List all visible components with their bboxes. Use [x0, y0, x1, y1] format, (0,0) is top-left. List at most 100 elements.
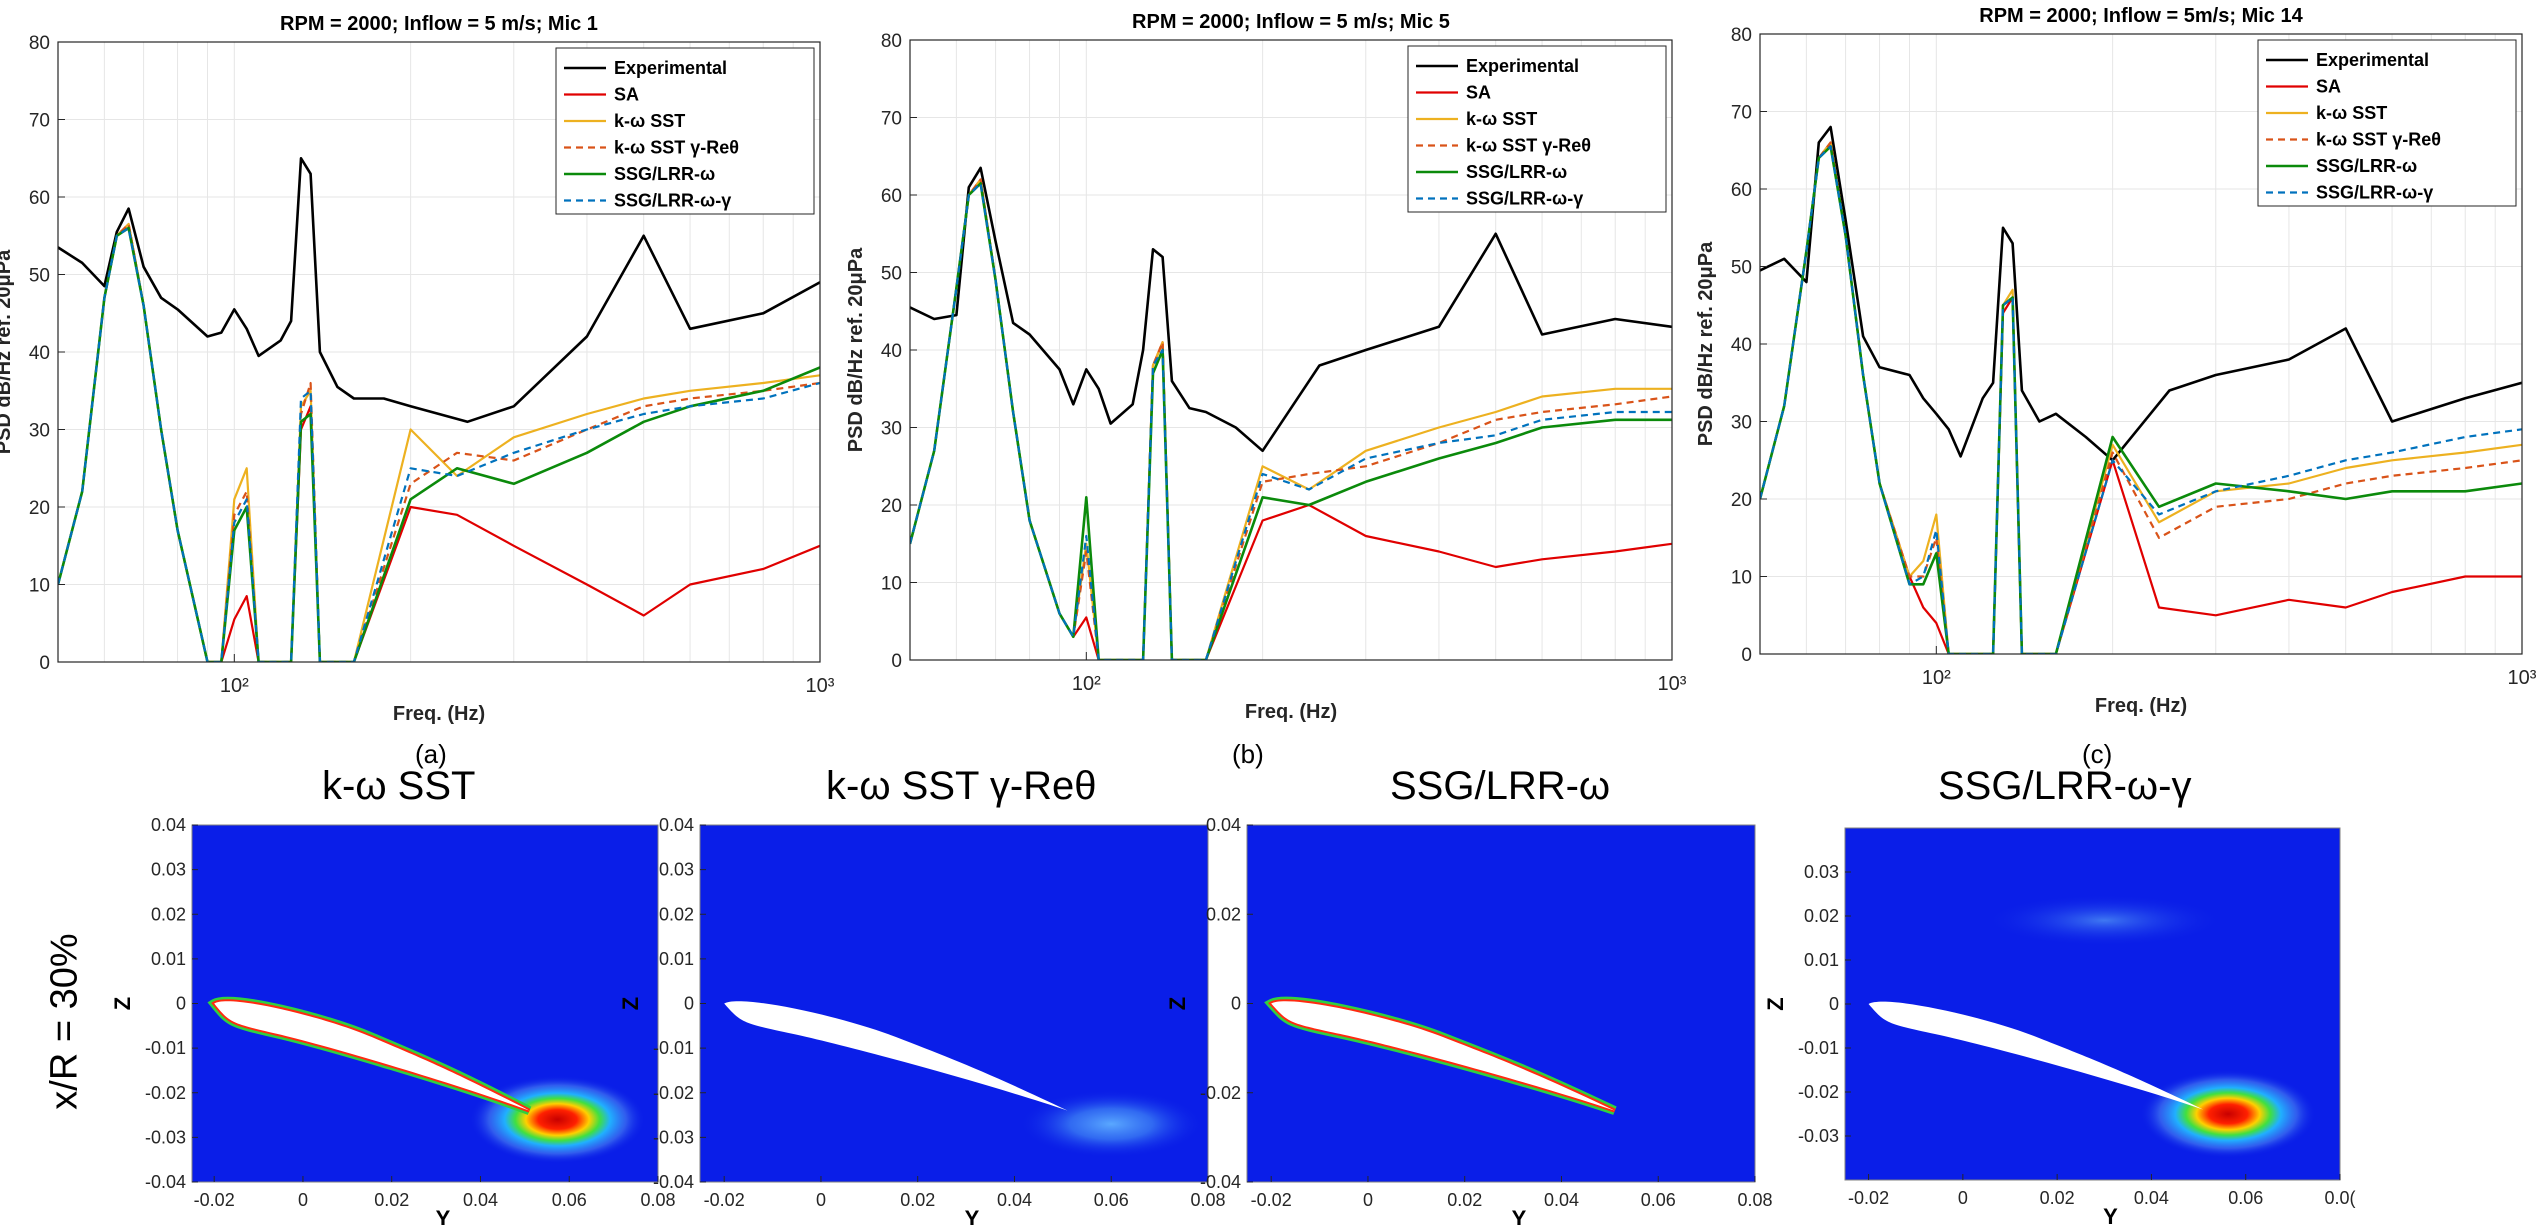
- y-tick-label: 0: [176, 994, 186, 1014]
- contour-plot-4: -0.02 0 0.02 0.04 0.06 0.0(-0.03 -0.02 -0.01 0 0.…: [1763, 827, 2356, 1225]
- wake-region: [1019, 1089, 1204, 1158]
- legend-box: [555, 47, 815, 215]
- x-tick-label: 10³: [2508, 667, 2537, 689]
- y-tick-label: 70: [29, 111, 50, 132]
- y-tick-label: 0: [891, 651, 902, 672]
- contour-field: [1247, 825, 1755, 1182]
- x-tick-label: 10³: [1658, 673, 1687, 695]
- y-axis-label: PSD dB/Hz ref. 20μPa: [1695, 241, 1717, 446]
- x-axis-label: Y: [965, 1206, 980, 1225]
- y-tick-label: 20: [881, 496, 902, 517]
- panel-label-a: (a): [415, 739, 447, 769]
- series-line: [910, 182, 1672, 660]
- airfoil: [724, 1001, 1068, 1111]
- x-tick-label: 0.04: [1544, 1190, 1579, 1210]
- y-tick-label: 0.01: [151, 949, 186, 969]
- y-tick-label: 0.03: [1804, 862, 1839, 882]
- legend-entry: Experimental: [2316, 50, 2429, 70]
- x-tick-label: 0.02: [1447, 1190, 1482, 1210]
- contour-plot-3: -0.02 0 0.02 0.04 0.06 0.08-0.04-0.0200.020.0…: [1165, 815, 1773, 1225]
- y-tick-label: 80: [881, 31, 902, 52]
- y-tick-label: -0.02: [1200, 1083, 1241, 1103]
- y-tick-label: 0: [1829, 994, 1839, 1014]
- y-tick-label: 70: [881, 109, 902, 130]
- y-tick-label: 0: [1741, 645, 1752, 666]
- x-tick-label: 0: [1958, 1188, 1968, 1208]
- y-tick-label: -0.03: [653, 1127, 694, 1147]
- x-axis-label: Freq. (Hz): [2095, 695, 2187, 717]
- y-tick-label: 0: [1231, 994, 1241, 1014]
- legend-entry: SA: [614, 85, 639, 105]
- x-tick-label: 10²: [1922, 667, 1951, 689]
- series-line: [58, 157, 820, 424]
- legend-entry: SA: [2316, 77, 2341, 97]
- y-tick-label: 0.01: [1804, 950, 1839, 970]
- y-tick-label: 80: [29, 33, 50, 54]
- x-tick-label: 10³: [806, 675, 835, 697]
- y-tick-label: 30: [1731, 413, 1752, 434]
- airfoil: [214, 1001, 530, 1111]
- y-tick-label: 60: [1731, 180, 1752, 201]
- y-tick-label: 70: [1731, 103, 1752, 124]
- contour-title-3: SSG/LRR-ω: [1390, 764, 1611, 808]
- legend-entry: k-ω SST γ-Reθ: [1466, 136, 1591, 156]
- legend-entry: SA: [1466, 83, 1491, 103]
- panel-label-c: (c): [2082, 739, 2113, 769]
- series-line: [910, 166, 1672, 453]
- legend-entry: Experimental: [614, 58, 727, 78]
- chart-title: RPM = 2000; Inflow = 5 m/s; Mic 1: [280, 13, 598, 35]
- y-tick-label: 30: [29, 421, 50, 442]
- legend-entry: SSG/LRR-ω: [614, 164, 715, 184]
- y-axis-label: Z: [618, 997, 643, 1010]
- series-line: [1760, 141, 2522, 654]
- contour-field: [192, 825, 658, 1182]
- y-tick-label: -0.01: [1798, 1038, 1839, 1058]
- y-tick-label: 50: [1731, 258, 1752, 279]
- y-tick-label: 10: [881, 574, 902, 595]
- y-tick-label: 0.04: [659, 815, 694, 835]
- legend: Experimental SA k-ω SST k-ω SST γ-Reθ SSG/LR…: [1407, 45, 1667, 213]
- psd-chart-3: 0 10 20 30 40 50 60 70 80 10² 10³ RPM = 2000; Inflo…: [1695, 5, 2537, 717]
- contour-field: [1845, 828, 2340, 1180]
- x-tick-label: 0.04: [463, 1190, 498, 1210]
- legend-box: [1407, 45, 1667, 213]
- x-tick-label: 0.06: [1094, 1190, 1129, 1210]
- y-tick-label: 0.02: [1206, 904, 1241, 924]
- row-label: x/R = 30%: [43, 933, 86, 1110]
- y-tick-label: 0.01: [659, 949, 694, 969]
- y-tick-label: 0.03: [151, 860, 186, 880]
- x-tick-label: 0.04: [997, 1190, 1032, 1210]
- x-tick-label: 0.06: [2228, 1188, 2263, 1208]
- y-tick-label: 60: [881, 186, 902, 207]
- y-tick-label: 10: [29, 576, 50, 597]
- x-tick-label: 10²: [1072, 673, 1101, 695]
- y-tick-label: 0.02: [151, 904, 186, 924]
- legend-entry: SSG/LRR-ω: [2316, 156, 2417, 176]
- legend-entry: SSG/LRR-ω-γ: [2316, 183, 2433, 203]
- y-tick-label: -0.02: [145, 1083, 186, 1103]
- contour-plots: -0.02 0 0.02 0.04 0.06 0.08-0.04-0.03-0.02-0.…: [110, 815, 2356, 1225]
- x-tick-label: 0: [816, 1190, 826, 1210]
- y-tick-label: 40: [1731, 335, 1752, 356]
- airfoil: [1868, 1001, 2204, 1110]
- y-tick-label: 50: [881, 264, 902, 285]
- legend-entry: k-ω SST: [2316, 103, 2387, 123]
- contour-title-1: k-ω SST: [322, 764, 476, 808]
- x-tick-label: 0.06: [1641, 1190, 1676, 1210]
- series-group: [910, 166, 1672, 660]
- upper-vortex-patch: [1984, 894, 2225, 947]
- x-tick-label: 0.08: [640, 1190, 675, 1210]
- y-tick-label: 0.02: [1804, 906, 1839, 926]
- y-axis-label: Z: [1763, 997, 1788, 1010]
- x-tick-label: 0.06: [552, 1190, 587, 1210]
- x-axis-label: Freq. (Hz): [393, 703, 485, 725]
- x-tick-label: 0.02: [374, 1190, 409, 1210]
- y-tick-label: -0.03: [145, 1127, 186, 1147]
- x-tick-label: 0.08: [1737, 1190, 1772, 1210]
- x-tick-label: 0.04: [2134, 1188, 2169, 1208]
- psd-charts: 0 10 20 30 40 50 60 70 80 10² 10³ RPM = 2000; Inflo…: [0, 5, 2537, 725]
- y-tick-label: 40: [29, 343, 50, 364]
- legend-entry: SSG/LRR-ω: [1466, 162, 1567, 182]
- legend: Experimental SA k-ω SST k-ω SST γ-Reθ SSG/LR…: [555, 47, 815, 215]
